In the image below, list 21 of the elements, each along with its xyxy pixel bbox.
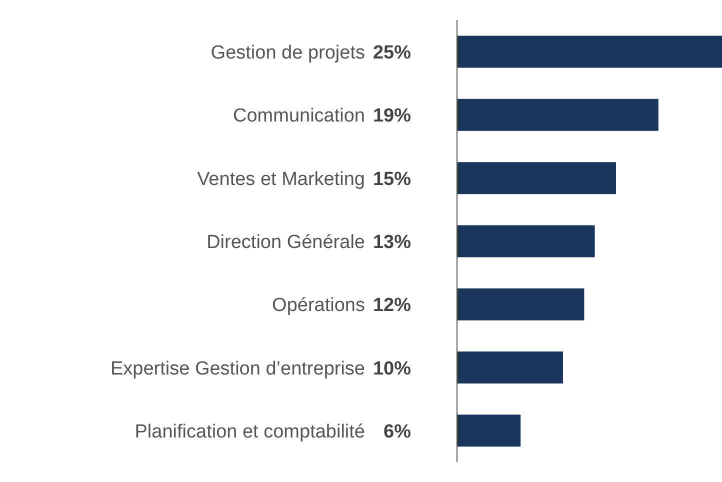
bar xyxy=(457,414,521,447)
data-label: 19% xyxy=(372,106,412,127)
bar xyxy=(457,288,584,320)
y-tick-label: Ventes et Marketing xyxy=(197,168,365,190)
y-tick-label: Gestion de projets xyxy=(210,42,365,64)
y-tick-label: Planification et comptabilité xyxy=(134,421,365,442)
bar xyxy=(457,36,722,68)
bar xyxy=(457,162,616,194)
data-label: 15% xyxy=(372,168,412,190)
y-tick-label: Communication xyxy=(233,106,365,127)
bar xyxy=(457,225,595,258)
data-label: 13% xyxy=(372,232,412,253)
data-label: 12% xyxy=(372,295,412,316)
y-tick-label: Opérations xyxy=(272,295,365,316)
data-label: 6% xyxy=(384,421,412,442)
y-tick-label: Direction Générale xyxy=(206,232,365,253)
data-label: 10% xyxy=(372,358,412,380)
bar xyxy=(457,352,563,384)
data-label: 25% xyxy=(372,42,412,64)
bar xyxy=(457,98,658,131)
y-tick-label: Expertise Gestion d’entreprise xyxy=(110,358,365,380)
